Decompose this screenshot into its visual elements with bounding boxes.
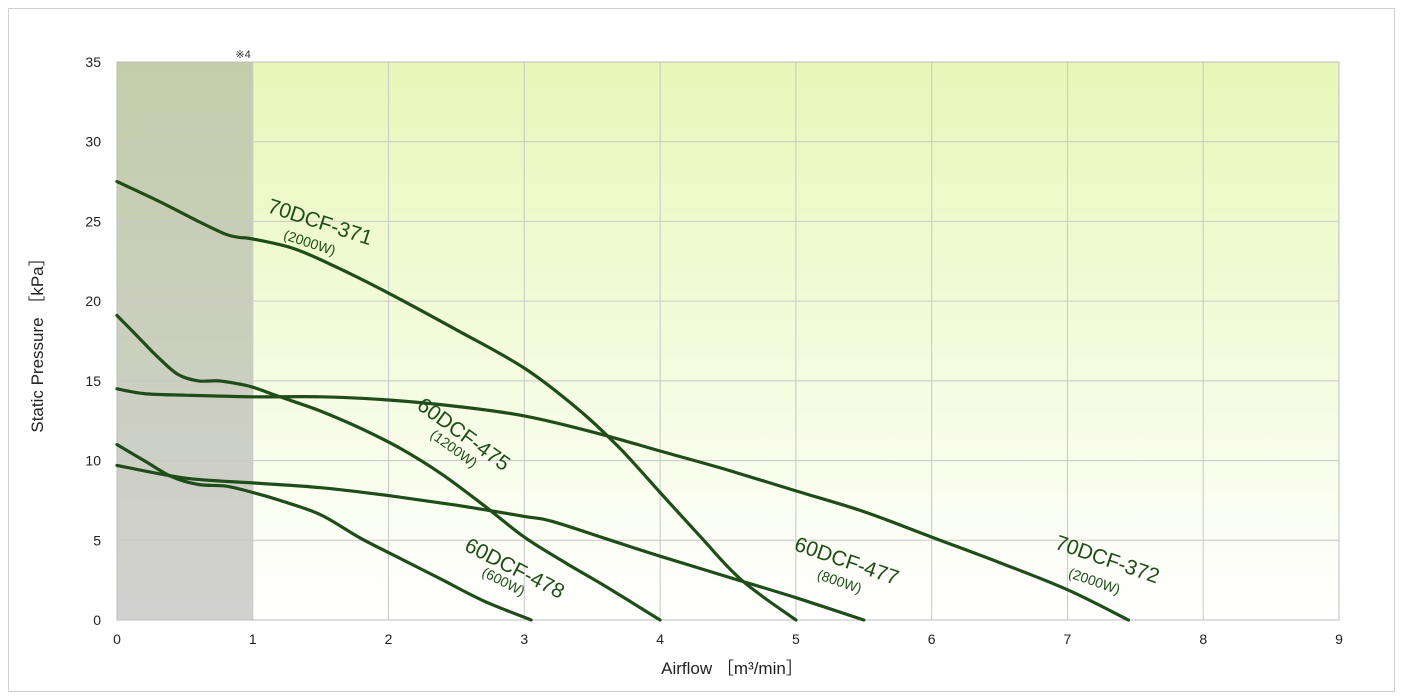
chart-frame: 0 1 2 3 4 5 6 7 8 9 0 5 10 15 20 25 30 35 70DCF-371 (2000W… xyxy=(8,8,1395,692)
series-line-60dcf-478 xyxy=(115,443,533,622)
series-line-60dcf-477 xyxy=(115,463,866,622)
series-lines xyxy=(115,180,1131,622)
x-tick-label: 5 xyxy=(792,631,800,647)
plot-background xyxy=(117,62,1339,620)
x-tick-label: 6 xyxy=(928,631,936,647)
y-tick-label: 20 xyxy=(85,293,101,309)
y-tick-label: 5 xyxy=(93,532,101,548)
x-tick-label: 7 xyxy=(1064,631,1072,647)
grid-lines xyxy=(116,61,1340,621)
series-line-60dcf-475 xyxy=(115,313,662,622)
y-tick-label: 30 xyxy=(85,134,101,150)
tick-labels: 0 1 2 3 4 5 6 7 8 9 0 5 10 15 20 25 30 35 xyxy=(85,54,1343,647)
x-axis-label: Airflow ［m³/min］ xyxy=(661,659,803,678)
x-tick-label: 2 xyxy=(385,631,393,647)
x-tick-label: 4 xyxy=(656,631,664,647)
x-tick-label: 9 xyxy=(1335,631,1343,647)
plot-border xyxy=(116,61,1340,621)
x-tick-label: 0 xyxy=(113,631,121,647)
shaded-region xyxy=(117,62,253,620)
series-line-70dcf-372 xyxy=(115,387,1131,622)
x-tick-label: 8 xyxy=(1199,631,1207,647)
y-tick-label: 25 xyxy=(85,213,101,229)
y-tick-label: 0 xyxy=(93,612,101,628)
y-tick-label: 15 xyxy=(85,373,101,389)
y-tick-label: 10 xyxy=(85,453,101,469)
y-tick-label: 35 xyxy=(85,54,101,70)
x-tick-label: 3 xyxy=(520,631,528,647)
y-axis-label: Static Pressure ［kPa］ xyxy=(28,249,47,432)
x-tick-label: 1 xyxy=(249,631,257,647)
shaded-region-label: ※4 xyxy=(235,49,250,61)
series-line-70dcf-371 xyxy=(115,180,798,622)
